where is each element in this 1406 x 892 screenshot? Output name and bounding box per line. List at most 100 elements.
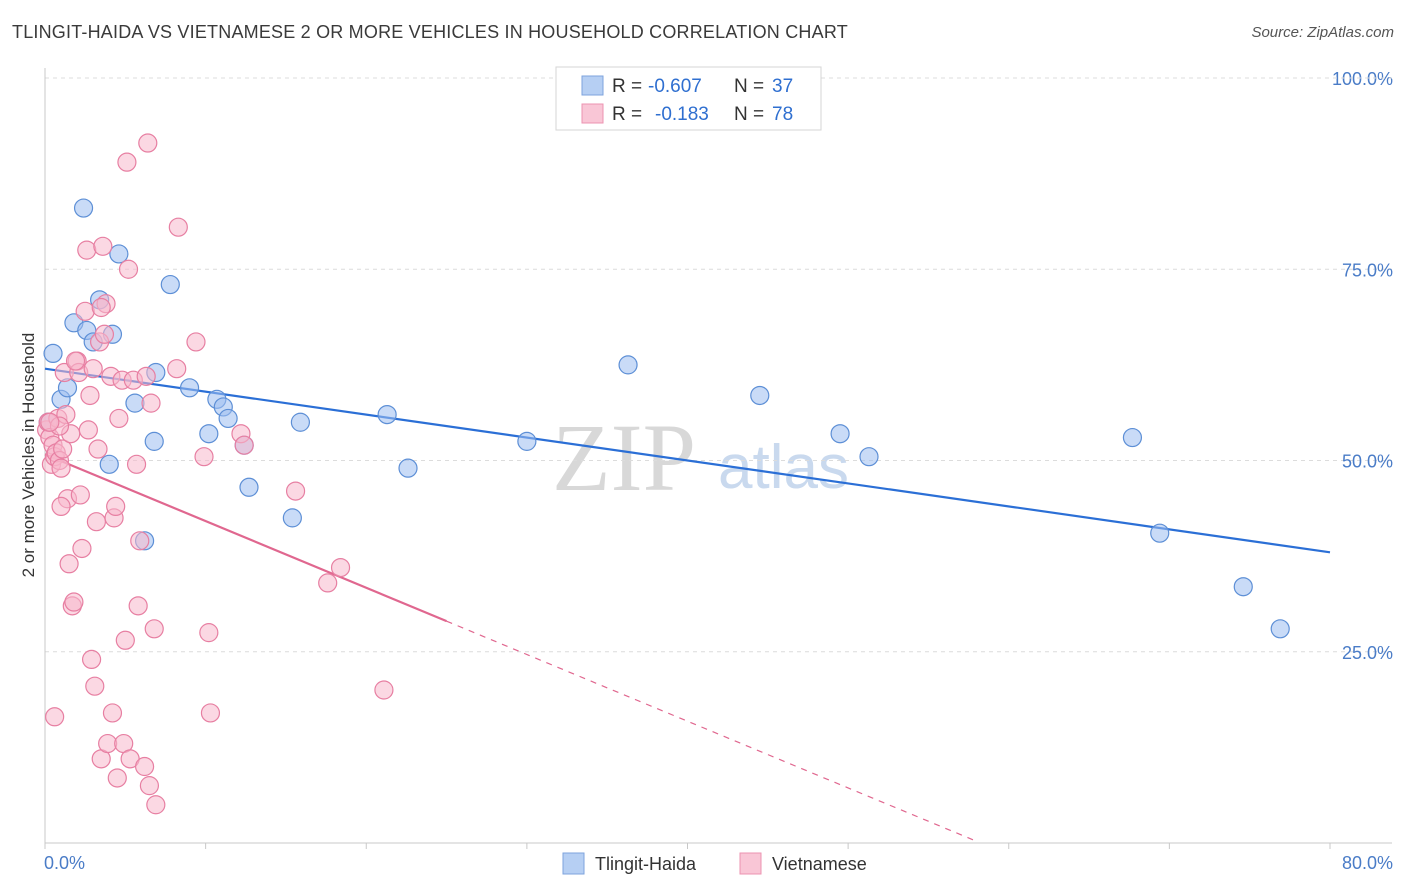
vietnamese-point	[78, 420, 98, 440]
vietnamese-trend-line-extrapolated	[446, 620, 977, 842]
y-tick-label-50: 50.0%	[1342, 452, 1393, 472]
tlingit-haida-point	[290, 412, 310, 432]
vietnamese-point	[80, 385, 100, 406]
vietnamese-point	[194, 447, 214, 467]
chart-title: TLINGIT-HAIDA VS VIETNAMESE 2 OR MORE VE…	[12, 22, 848, 42]
vietnamese-point	[51, 458, 71, 478]
legend-n-label-2: N =	[734, 104, 764, 125]
tlingit-haida-point	[218, 408, 238, 429]
legend-swatch-tlingit	[581, 75, 604, 96]
vietnamese-point	[186, 332, 206, 352]
vietnamese-point	[144, 619, 164, 639]
legend-r-label-2: R =	[612, 104, 642, 125]
vietnamese-point	[98, 733, 118, 754]
vietnamese-point	[75, 301, 95, 321]
gridlines: 25.0% 50.0% 75.0% 100.0%	[45, 69, 1393, 663]
tlingit-haida-point	[239, 477, 259, 497]
legend-n-value-1: 37	[772, 76, 793, 97]
tlingit-haida-point	[618, 355, 638, 375]
series-legend: Tlingit-Haida Vietnamese	[562, 852, 867, 875]
vietnamese-point	[59, 554, 79, 574]
vietnamese-point	[40, 412, 60, 432]
vietnamese-point	[136, 366, 156, 386]
watermark-zip: ZIP	[552, 404, 696, 511]
vietnamese-point	[146, 795, 166, 815]
data-points	[37, 133, 1290, 815]
vietnamese-point	[65, 351, 86, 371]
tlingit-haida-point	[99, 454, 119, 474]
vietnamese-point	[106, 496, 126, 516]
vietnamese-point	[81, 649, 102, 670]
vietnamese-point	[285, 481, 306, 501]
series-legend-tlingit: Tlingit-Haida	[595, 854, 697, 874]
vietnamese-point	[45, 707, 65, 727]
vietnamese-point	[88, 439, 108, 459]
tlingit-haida-point	[517, 431, 537, 451]
vietnamese-point	[126, 454, 147, 474]
vietnamese-point	[168, 217, 188, 237]
tlingit-haida-point	[144, 431, 164, 451]
vietnamese-point	[318, 573, 338, 593]
tlingit-haida-point	[398, 458, 418, 478]
legend-swatch-vietnamese	[581, 103, 604, 124]
tlingit-haida-point	[1270, 619, 1290, 639]
vietnamese-point	[93, 236, 113, 256]
legend-r-label-1: R =	[612, 76, 642, 97]
vietnamese-point	[134, 756, 155, 777]
tlingit-haida-point	[282, 508, 302, 528]
vietnamese-point	[117, 152, 137, 172]
vietnamese-point	[83, 359, 103, 379]
vietnamese-point	[86, 512, 107, 532]
tlingit-haida-point	[43, 343, 63, 363]
y-tick-label-100: 100.0%	[1332, 69, 1393, 89]
vietnamese-point	[118, 259, 139, 279]
vietnamese-point	[141, 393, 161, 413]
vietnamese-point	[102, 703, 123, 723]
vietnamese-point	[64, 592, 84, 612]
vietnamese-point	[374, 680, 394, 700]
tlingit-haida-point	[859, 447, 879, 467]
tlingit-haida-trend-line	[44, 367, 1331, 554]
legend-r-value-2: -0.183	[655, 104, 709, 125]
vietnamese-point	[53, 439, 73, 459]
legend-n-value-2: 78	[772, 104, 793, 125]
vietnamese-point	[109, 408, 129, 429]
legend-r-value-1: -0.607	[648, 76, 702, 97]
legend-n-label-1: N =	[734, 76, 764, 97]
tlingit-haida-point	[179, 378, 200, 398]
tlingit-haida-point	[1233, 577, 1253, 597]
vietnamese-point	[91, 297, 111, 318]
tlingit-haida-point	[125, 393, 145, 413]
tlingit-haida-point	[109, 244, 129, 264]
vietnamese-point	[130, 531, 150, 551]
tlingit-haida-point	[1122, 427, 1143, 448]
x-tick-label-0: 0.0%	[44, 853, 85, 873]
vietnamese-point	[77, 240, 97, 260]
vietnamese-point	[94, 324, 115, 344]
series-legend-swatch-tlingit	[562, 852, 585, 875]
series-legend-vietnamese: Vietnamese	[772, 854, 867, 874]
vietnamese-point	[200, 703, 221, 723]
tlingit-haida-point	[73, 198, 94, 218]
series-legend-swatch-vietnamese	[739, 852, 762, 875]
watermark: ZIP atlas	[552, 404, 849, 511]
vietnamese-trend-line	[44, 453, 447, 623]
stats-legend: R = -0.607 N = 37 R = -0.183 N = 78	[555, 66, 822, 131]
vietnamese-point	[167, 359, 187, 379]
tlingit-haida-point	[199, 424, 219, 444]
vietnamese-point	[128, 596, 148, 616]
vietnamese-point	[72, 538, 92, 559]
vietnamese-point	[70, 485, 90, 505]
y-axis-title: 2 or more Vehicles in Household	[19, 333, 38, 578]
vietnamese-point	[330, 557, 351, 578]
tlingit-haida-point	[377, 405, 397, 425]
vietnamese-point	[85, 676, 105, 696]
trend-lines	[44, 367, 1331, 842]
vietnamese-point	[138, 133, 158, 153]
vietnamese-point	[115, 630, 135, 650]
tlingit-haida-point	[750, 385, 770, 406]
chart-source: Source: ZipAtlas.com	[1251, 24, 1394, 41]
tlingit-haida-point	[1150, 523, 1170, 543]
y-tick-label-25: 25.0%	[1342, 643, 1393, 663]
